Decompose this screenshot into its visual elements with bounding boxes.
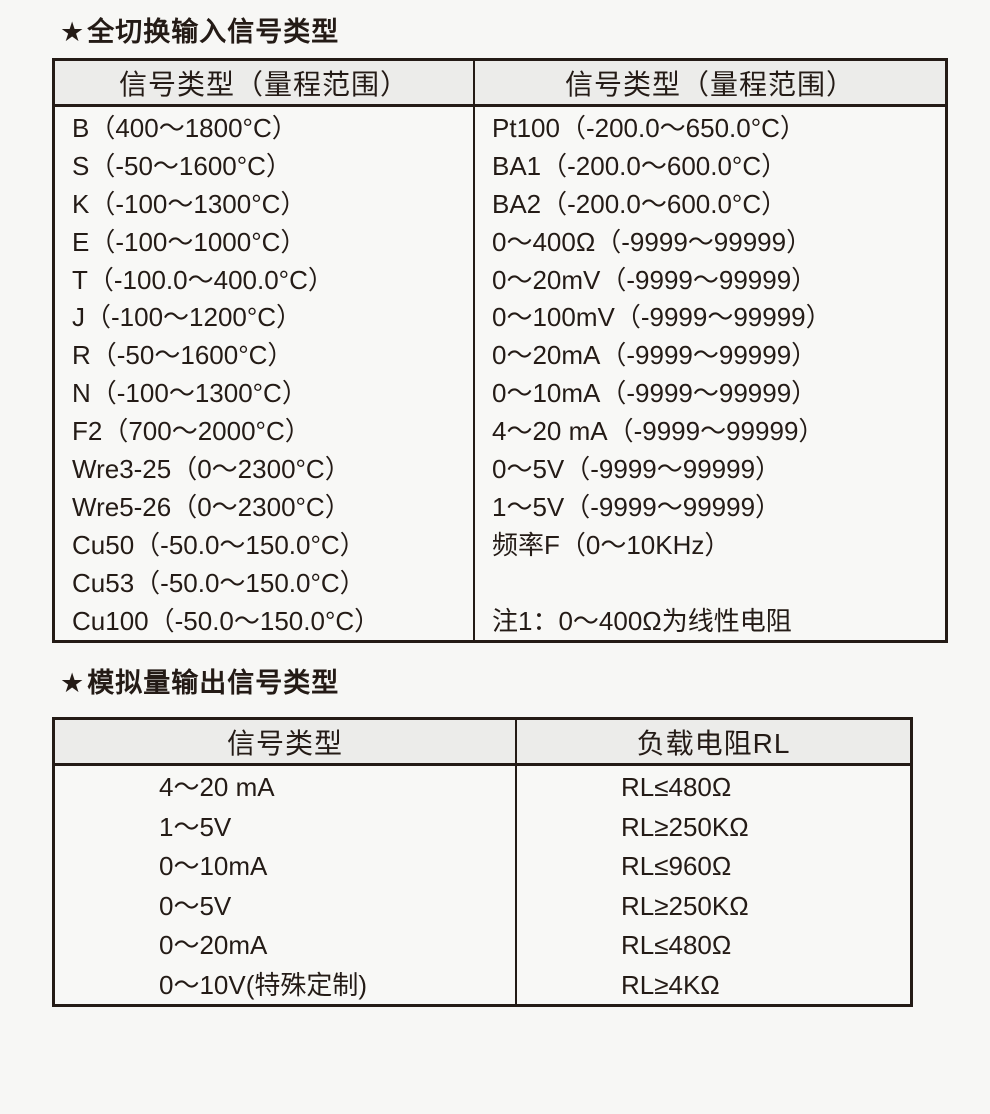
signal-range-line: 1～5V（-9999～99999）: [492, 491, 782, 522]
signal-range-line: J（-100～1200°C）: [72, 302, 303, 333]
output-table-left-cell: 4～20 mA 1～5V 0～10mA 0～5V 0～20mA 0～10V(特殊定制): [55, 766, 515, 1004]
output-signal-table: 信号类型 负载电阻RL 4～20 mA 1～5V 0～10mA 0～5V 0～20mA 0…: [52, 717, 913, 1007]
input-table-header-right: 信号类型（量程范围）: [473, 61, 945, 104]
signal-range-line: Pt100（-200.0～650.0°C）: [492, 113, 806, 143]
signal-range-line: E（-100～1000°C）: [72, 226, 307, 257]
signal-type-line: 0～20mA: [159, 930, 268, 960]
signal-range-line: 0～5V（-9999～99999）: [492, 454, 782, 485]
input-table-header-left: 信号类型（量程范围）: [118, 68, 409, 100]
load-resistance-line: RL≤960Ω: [621, 851, 732, 881]
load-resistance-line: RL≥4KΩ: [621, 969, 720, 1000]
load-resistance-line: RL≤480Ω: [621, 930, 732, 960]
output-section-title: ★模拟量输出信号类型: [60, 661, 339, 700]
input-table-header-row: 信号类型（量程范围） 信号类型（量程范围）: [55, 61, 945, 107]
star-icon: ★: [60, 17, 86, 47]
signal-range-line: BA1（-200.0～600.0°C）: [492, 150, 788, 181]
input-section-title: ★全切换输入信号类型: [60, 10, 339, 49]
input-section-title-text: 全切换输入信号类型: [87, 17, 340, 47]
signal-range-line: 0～100mV（-9999～99999）: [492, 302, 832, 333]
signal-range-line: Cu50（-50.0～150.0°C）: [72, 529, 366, 560]
output-table-body: 4～20 mA 1～5V 0～10mA 0～5V 0～20mA 0～10V(特殊定制) R…: [55, 766, 910, 1004]
signal-range-line: [492, 565, 945, 603]
signal-range-line: 注1：0～400Ω为线性电阻: [492, 605, 792, 636]
signal-range-line: F2（700～2000°C）: [72, 416, 311, 447]
load-resistance-line: RL≥250KΩ: [621, 811, 749, 842]
output-table-header-row: 信号类型 负载电阻RL: [55, 720, 910, 766]
signal-range-line: 4～20 mA（-9999～99999）: [492, 416, 825, 447]
signal-range-line: R（-50～1600°C）: [72, 340, 294, 371]
signal-range-line: 0～10mA（-9999～99999）: [492, 378, 818, 409]
signal-range-line: 0～400Ω（-9999～99999）: [492, 226, 813, 257]
signal-range-line: Cu100（-50.0～150.0°C）: [72, 605, 381, 636]
signal-range-line: B（400～1800°C）: [72, 113, 298, 143]
output-table-right-cell: RL≤480Ω RL≥250KΩ RL≤960Ω RL≥250KΩ RL≤480Ω RL≥…: [515, 766, 910, 1004]
signal-range-line: S（-50～1600°C）: [72, 150, 292, 181]
output-table-header-left: 信号类型: [226, 727, 343, 759]
signal-type-line: 4～20 mA: [159, 772, 275, 802]
output-table-header-right: 负载电阻RL: [515, 720, 910, 763]
signal-range-line: 0～20mV（-9999～99999）: [492, 264, 818, 295]
signal-range-line: 0～20mA（-9999～99999）: [492, 340, 818, 371]
input-signal-table: 信号类型（量程范围） 信号类型（量程范围） B（400～1800°C） S（-50…: [52, 58, 948, 643]
signal-range-line: Wre5-26（0～2300°C）: [72, 491, 351, 522]
signal-range-line: T（-100.0～400.0°C）: [72, 264, 334, 295]
input-table-right-cell: Pt100（-200.0～650.0°C） BA1（-200.0～600.0°C）…: [473, 107, 945, 640]
output-section-title-text: 模拟量输出信号类型: [87, 668, 340, 698]
signal-type-line: 0～10mA: [159, 851, 268, 881]
signal-range-line: 频率F（0～10KHz）: [492, 529, 731, 560]
signal-type-line: 0～10V(特殊定制): [159, 969, 368, 1000]
input-table-left-cell: B（400～1800°C） S（-50～1600°C） K（-100～1300°C）…: [55, 107, 473, 640]
signal-range-line: N（-100～1300°C）: [72, 378, 308, 409]
star-icon: ★: [60, 668, 86, 698]
signal-range-line: K（-100～1300°C）: [72, 188, 307, 219]
signal-type-line: 1～5V: [159, 811, 232, 842]
load-resistance-line: RL≥250KΩ: [621, 890, 749, 921]
signal-range-line: Cu53（-50.0～150.0°C）: [72, 567, 366, 598]
signal-range-line: Wre3-25（0～2300°C）: [72, 454, 351, 485]
signal-type-line: 0～5V: [159, 890, 232, 921]
input-table-body: B（400～1800°C） S（-50～1600°C） K（-100～1300°C）…: [55, 107, 945, 640]
load-resistance-line: RL≤480Ω: [621, 772, 732, 802]
signal-range-line: BA2（-200.0～600.0°C）: [492, 188, 788, 219]
